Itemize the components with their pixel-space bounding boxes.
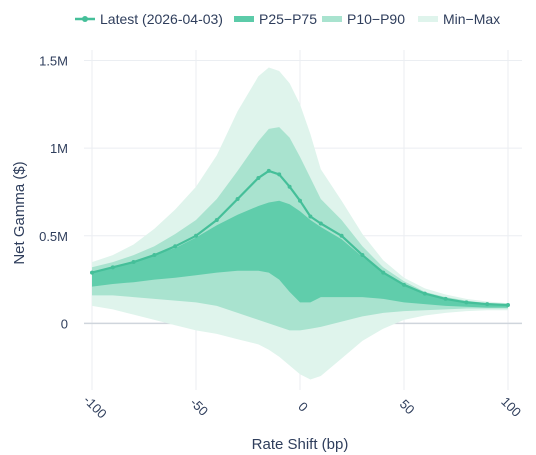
latest-point <box>256 175 261 180</box>
legend-label: Min−Max <box>443 11 500 27</box>
legend-marker <box>82 16 88 22</box>
latest-point <box>131 260 136 265</box>
latest-point <box>485 302 490 307</box>
x-tick-label: 50 <box>397 396 418 417</box>
y-tick-label: 1M <box>50 141 68 156</box>
x-tick-label: -50 <box>187 395 211 419</box>
latest-point <box>90 270 94 275</box>
legend-band-swatch <box>418 16 438 22</box>
latest-point <box>308 214 313 219</box>
x-tick-label: 0 <box>295 399 311 415</box>
legend-label: Latest (2026-04-03) <box>100 11 223 27</box>
y-axis-title: Net Gamma ($) <box>11 161 28 264</box>
x-tick-label: -100 <box>81 392 110 421</box>
legend[interactable]: Latest (2026-04-03) P25−P75 P10−P90 Min−Max <box>75 11 500 27</box>
latest-point <box>381 270 386 275</box>
y-tick-label: 0.5M <box>39 229 68 244</box>
latest-line <box>91 169 509 307</box>
latest-point <box>422 291 427 296</box>
latest-point <box>360 253 365 258</box>
latest-point <box>298 198 302 203</box>
y-tick-label: 0 <box>61 316 68 331</box>
x-tick-label: 100 <box>498 394 524 420</box>
latest-point <box>402 282 406 287</box>
percentile-bands <box>92 67 508 380</box>
latest-point <box>235 196 240 201</box>
latest-point <box>266 168 271 173</box>
latest-point <box>277 172 282 177</box>
latest-point <box>339 233 344 238</box>
latest-point <box>214 218 219 222</box>
latest-point <box>318 221 323 226</box>
y-tick-label: 1.5M <box>39 54 68 69</box>
x-axis-title: Rate Shift (bp) <box>252 436 349 453</box>
legend-label: P25−P75 <box>259 11 317 27</box>
latest-point <box>443 296 448 301</box>
latest-point <box>152 253 157 258</box>
latest-point <box>194 233 198 238</box>
legend-band-swatch <box>322 16 342 22</box>
latest-point <box>173 244 178 249</box>
latest-point <box>110 265 115 270</box>
latest-point <box>287 184 292 189</box>
latest-point <box>464 300 469 305</box>
latest-point <box>506 303 510 307</box>
legend-label: P10−P90 <box>347 11 405 27</box>
legend-band-swatch <box>234 16 254 22</box>
latest-series <box>90 168 510 307</box>
band-p25-p75 <box>92 200 508 308</box>
